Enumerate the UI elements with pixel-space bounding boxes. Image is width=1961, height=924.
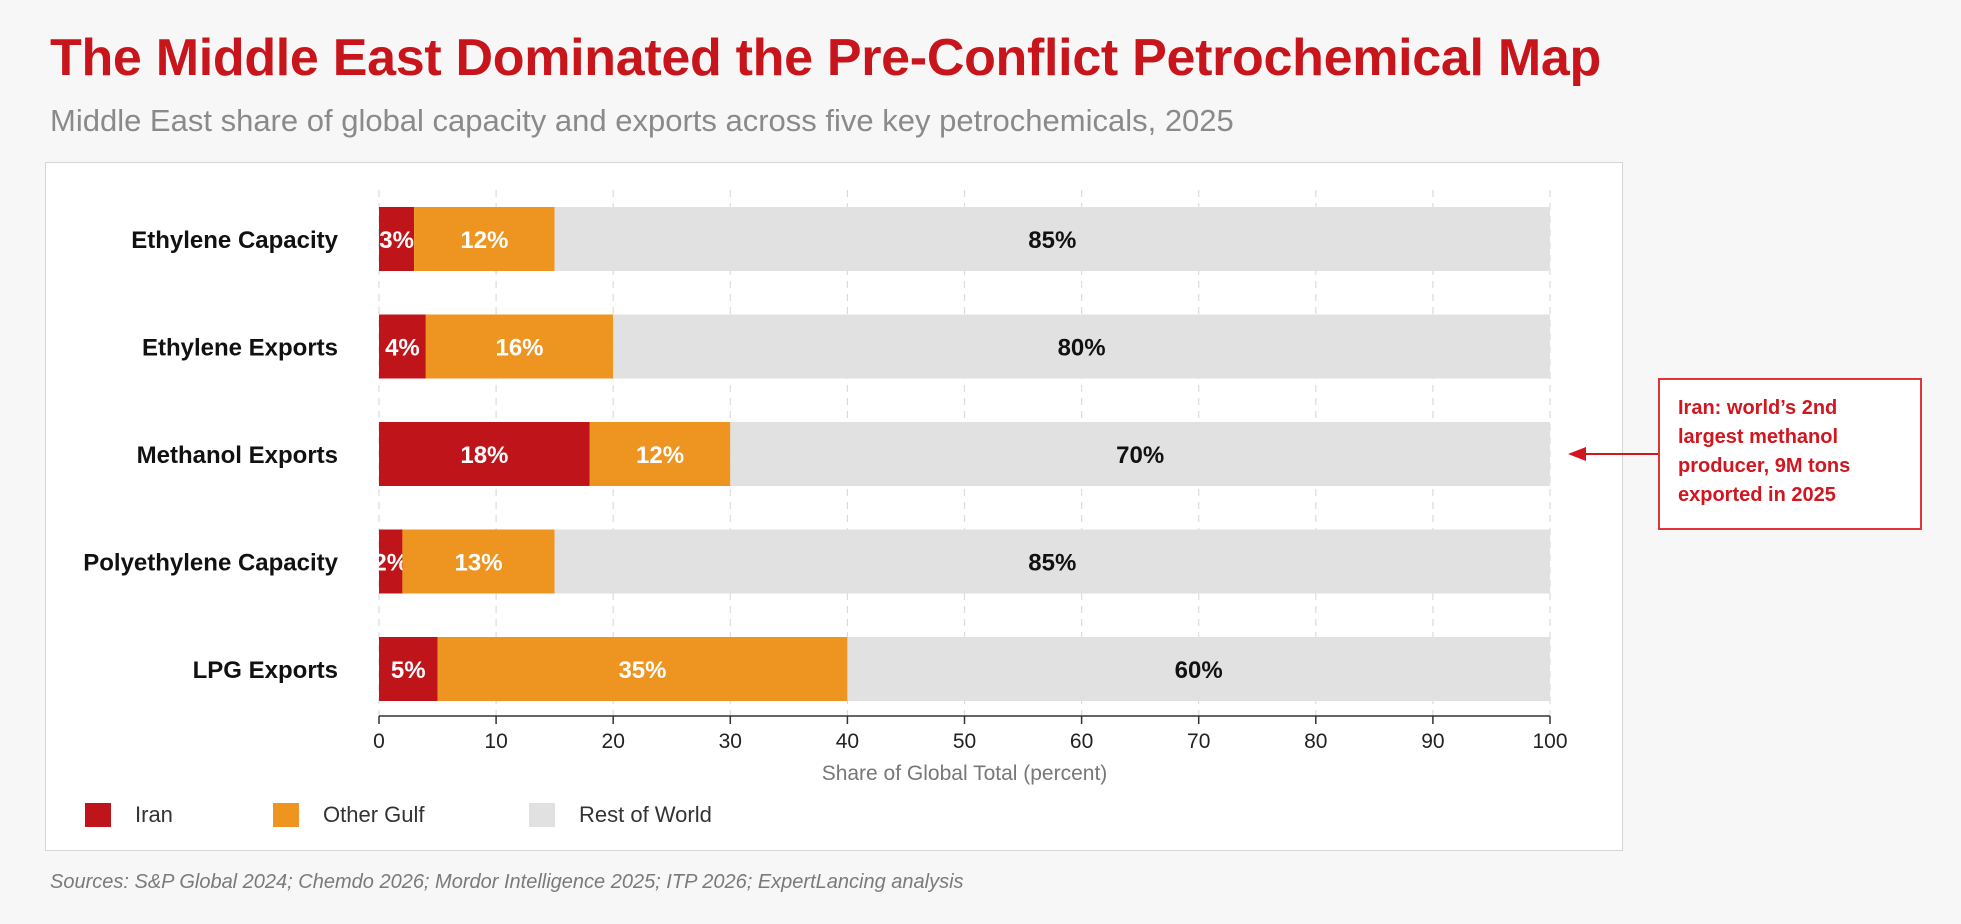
x-tick-label: 100: [1532, 730, 1567, 753]
x-tick-label: 30: [719, 730, 742, 753]
category-label: Methanol Exports: [137, 442, 338, 469]
data-label: 70%: [1116, 442, 1164, 469]
sources-note: Sources: S&P Global 2024; Chemdo 2026; M…: [50, 871, 964, 893]
x-tick-label: 50: [953, 730, 976, 753]
bar-rest-of-world: [554, 529, 1550, 594]
bar-iran: [379, 422, 590, 486]
data-label: 85%: [1028, 227, 1076, 254]
data-label: 3%: [379, 227, 414, 254]
category-label: LPG Exports: [193, 657, 338, 684]
data-label: 35%: [618, 657, 666, 684]
data-label: 2%: [373, 550, 408, 577]
legend-swatch-rest-of-world: [529, 803, 555, 827]
legend-item-rest-of-world: Rest of World: [529, 802, 712, 828]
data-label: 5%: [391, 657, 426, 684]
data-label: 16%: [495, 335, 543, 362]
data-label: 60%: [1175, 657, 1223, 684]
legend-item-iran: Iran: [85, 802, 273, 828]
annotation-line: Iran: world’s 2nd: [1678, 397, 1838, 419]
annotation-box: Iran: world’s 2nd largest methanol produ…: [1658, 378, 1922, 530]
x-tick-label: 90: [1421, 730, 1444, 753]
bar-other-gulf: [589, 422, 731, 486]
legend-label-iran: Iran: [135, 802, 173, 827]
x-tick-label: 40: [836, 730, 859, 753]
bar-other-gulf: [402, 529, 555, 594]
x-axis-title: Share of Global Total (percent): [822, 762, 1108, 785]
legend-item-other-gulf: Other Gulf: [273, 802, 529, 828]
legend-label-rest-of-world: Rest of World: [579, 802, 712, 827]
x-tick-label: 60: [1070, 730, 1093, 753]
data-label: 13%: [455, 550, 503, 577]
chart-panel: [45, 162, 1623, 851]
chart-legend: Iran Other Gulf Rest of World: [85, 802, 712, 828]
legend-label-other-gulf: Other Gulf: [323, 802, 425, 827]
data-label: 80%: [1058, 335, 1106, 362]
data-label: 4%: [385, 335, 420, 362]
x-tick-label: 80: [1304, 730, 1327, 753]
bar-other-gulf: [437, 637, 848, 701]
data-label: 12%: [460, 227, 508, 254]
bar-iran: [379, 529, 403, 594]
annotation-line: exported in 2025: [1678, 484, 1836, 506]
bar-rest-of-world: [613, 314, 1550, 379]
bar-iran: [379, 314, 426, 379]
legend-swatch-other-gulf: [273, 803, 299, 827]
annotation-line: largest methanol: [1678, 426, 1839, 448]
chart-subtitle: Middle East share of global capacity and…: [50, 103, 1234, 138]
annotation-arrow-head: [1568, 447, 1586, 461]
data-label: 85%: [1028, 550, 1076, 577]
category-label: Ethylene Exports: [142, 335, 338, 362]
bar-rest-of-world: [554, 207, 1550, 271]
bar-rest-of-world: [847, 637, 1550, 701]
category-label: Ethylene Capacity: [131, 227, 338, 254]
annotation-line: producer, 9M tons: [1678, 455, 1851, 477]
data-label: 12%: [636, 442, 684, 469]
chart-title: The Middle East Dominated the Pre-Confli…: [50, 29, 1601, 87]
bar-rest-of-world: [730, 422, 1550, 486]
x-tick-label: 20: [602, 730, 625, 753]
bar-iran: [379, 207, 415, 271]
bar-other-gulf: [425, 314, 614, 379]
x-tick-label: 70: [1187, 730, 1210, 753]
bar-other-gulf: [414, 207, 555, 271]
legend-swatch-iran: [85, 803, 111, 827]
x-tick-label: 0: [373, 730, 385, 753]
bar-iran: [379, 637, 438, 701]
category-label: Polyethylene Capacity: [83, 550, 338, 577]
data-label: 18%: [460, 442, 508, 469]
x-tick-label: 10: [484, 730, 507, 753]
